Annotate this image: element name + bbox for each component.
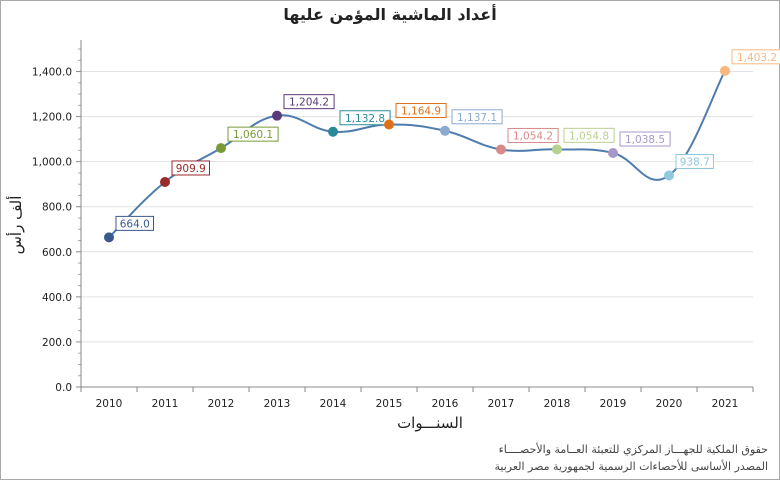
- data-point: [720, 65, 730, 76]
- y-tick-label: 1,000.0: [32, 157, 72, 169]
- data-point: [440, 125, 450, 136]
- data-point: [384, 119, 394, 130]
- data-label: 1,054.8: [569, 130, 609, 142]
- x-tick-label: 2016: [432, 398, 459, 410]
- data-point: [272, 110, 282, 121]
- data-label-box: [731, 49, 780, 65]
- data-point: [496, 144, 506, 155]
- data-point: [328, 126, 338, 137]
- data-label-box: [451, 109, 503, 125]
- data-label: 1,038.5: [625, 134, 665, 146]
- data-label: 1,054.2: [513, 130, 553, 142]
- data-point: [608, 148, 618, 159]
- data-point: [216, 143, 226, 154]
- data-label: 1,204.2: [289, 97, 329, 109]
- data-label-box: [227, 126, 279, 142]
- data-label: 664.0: [120, 218, 150, 230]
- footer-copyright: حقوق الملكية للجهـــاز المركزي للتعبئة ا…: [498, 443, 768, 456]
- x-tick-label: 2014: [320, 398, 347, 410]
- data-label-box: [619, 131, 671, 147]
- y-tick-label: 0.0: [55, 382, 72, 394]
- data-label-box: [115, 215, 154, 231]
- data-label-box: [283, 94, 335, 110]
- data-label-box: [395, 103, 447, 119]
- x-tick-label: 2011: [152, 398, 179, 410]
- y-tick-label: 400.0: [42, 292, 72, 304]
- data-label-box: [171, 160, 210, 176]
- data-label: 1,403.2: [737, 52, 777, 64]
- data-point: [664, 170, 674, 181]
- x-tick-label: 2010: [96, 398, 123, 410]
- chart-title: أعداد الماشية المؤمن عليها: [283, 5, 497, 24]
- data-label: 1,137.1: [457, 112, 497, 124]
- x-tick-label: 2013: [264, 398, 291, 410]
- data-label: 909.9: [176, 163, 206, 175]
- x-tick-label: 2020: [656, 398, 683, 410]
- data-label: 1,060.1: [233, 129, 273, 141]
- y-tick-label: 600.0: [42, 247, 72, 259]
- y-tick-label: 1,200.0: [32, 112, 72, 124]
- data-label-box: [507, 127, 559, 143]
- x-tick-label: 2012: [208, 398, 235, 410]
- series-line: [108, 70, 726, 239]
- y-tick-label: 1,400.0: [32, 67, 72, 79]
- data-label-box: [563, 127, 615, 143]
- data-point: [160, 176, 170, 187]
- x-tick-label: 2017: [488, 398, 515, 410]
- x-tick-label: 2021: [712, 398, 739, 410]
- x-tick-label: 2015: [376, 398, 403, 410]
- data-label: 1,132.8: [345, 113, 385, 125]
- data-label: 1,164.9: [401, 106, 441, 118]
- data-label: 938.7: [680, 156, 710, 168]
- data-label-box: [339, 110, 391, 126]
- footer-source: المصدر الأساسى للأحصاءات الرسمية لجمهوري…: [494, 460, 768, 473]
- x-tick-label: 2019: [600, 398, 627, 410]
- x-axis-label: السنـــوات: [397, 414, 463, 432]
- y-tick-label: 200.0: [42, 337, 72, 349]
- data-label-box: [675, 153, 714, 169]
- x-tick-label: 2018: [544, 398, 571, 410]
- y-tick-label: 800.0: [42, 202, 72, 214]
- data-point: [552, 144, 562, 155]
- data-point: [104, 232, 114, 243]
